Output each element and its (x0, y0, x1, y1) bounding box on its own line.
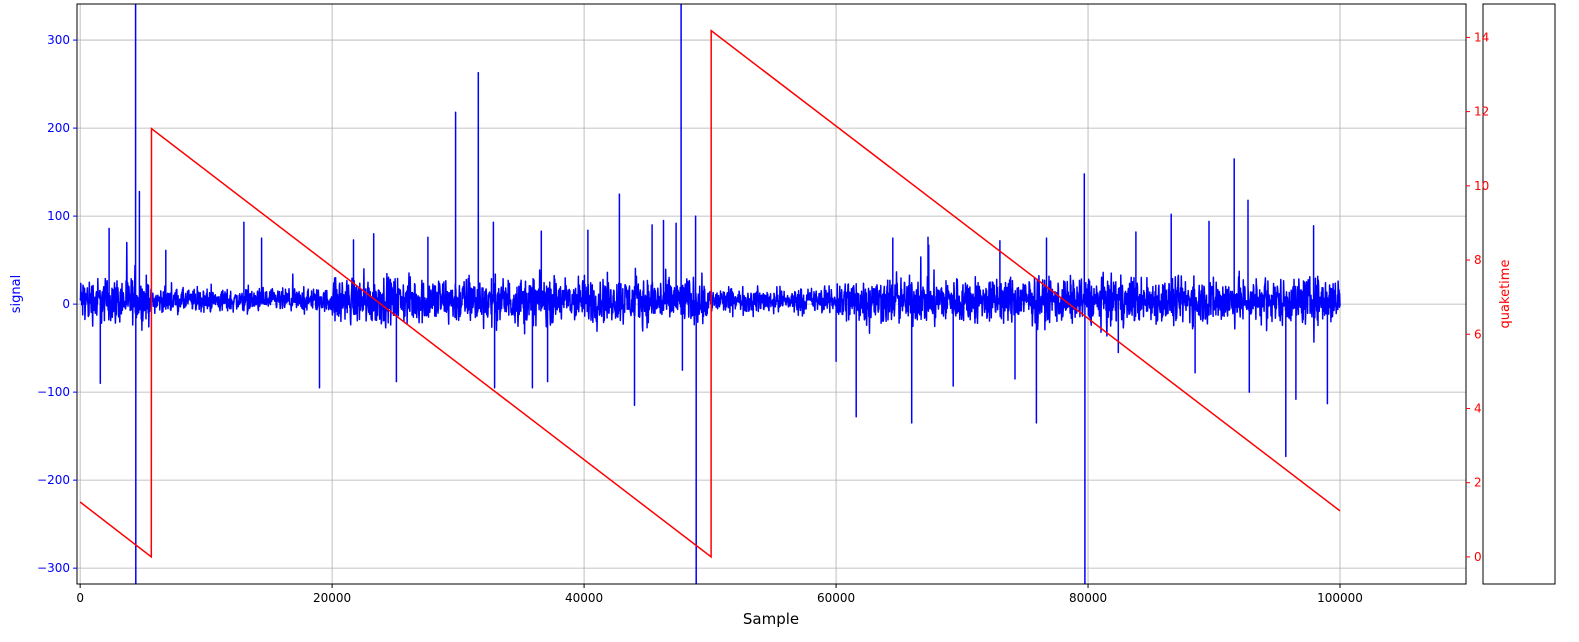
y-right-axis-ticks: 14 12 10 8 6 4 2 0 (1466, 30, 1489, 564)
y-left-axis-ticks: 300 200 100 0 −100 −200 −300 (37, 33, 77, 575)
y-left-tick-label: 100 (47, 209, 70, 223)
y-right-tick-label: 10 (1474, 179, 1489, 193)
x-tick-label: 40000 (565, 591, 603, 605)
y-right-tick-label: 12 (1474, 105, 1489, 119)
x-axis-label: Sample (743, 610, 799, 628)
y-left-tick-label: −300 (37, 561, 70, 575)
signal-series (79, 4, 1341, 584)
y-right-tick-label: 2 (1474, 476, 1482, 490)
quaketime-line (79, 29, 1341, 559)
y-right-tick-label: 14 (1474, 30, 1489, 44)
y-left-tick-label: 300 (47, 33, 70, 47)
y-right-tick-label: 8 (1474, 253, 1482, 267)
plot-frame (76, 3, 1467, 585)
empty-side-axes (1482, 3, 1556, 585)
y-right-axis-label: quaketime (1498, 260, 1513, 329)
y-left-tick-label: −100 (37, 385, 70, 399)
y-left-tick-label: −200 (37, 473, 70, 487)
x-tick-label: 60000 (817, 591, 855, 605)
y-right-tick-label: 4 (1474, 401, 1482, 415)
x-tick-label: 0 (76, 591, 84, 605)
y-left-tick-label: 0 (62, 297, 70, 311)
x-tick-label: 100000 (1317, 591, 1363, 605)
y-left-tick-label: 200 (47, 121, 70, 135)
y-right-tick-label: 0 (1474, 550, 1482, 564)
y-left-axis-label: signal (9, 275, 24, 313)
signal-line (79, 4, 1341, 584)
x-tick-label: 20000 (313, 591, 351, 605)
x-axis-ticks: 0 20000 40000 60000 80000 100000 (76, 584, 1363, 605)
x-tick-label: 80000 (1069, 591, 1107, 605)
quaketime-series (79, 29, 1341, 559)
y-right-tick-label: 6 (1474, 327, 1482, 341)
